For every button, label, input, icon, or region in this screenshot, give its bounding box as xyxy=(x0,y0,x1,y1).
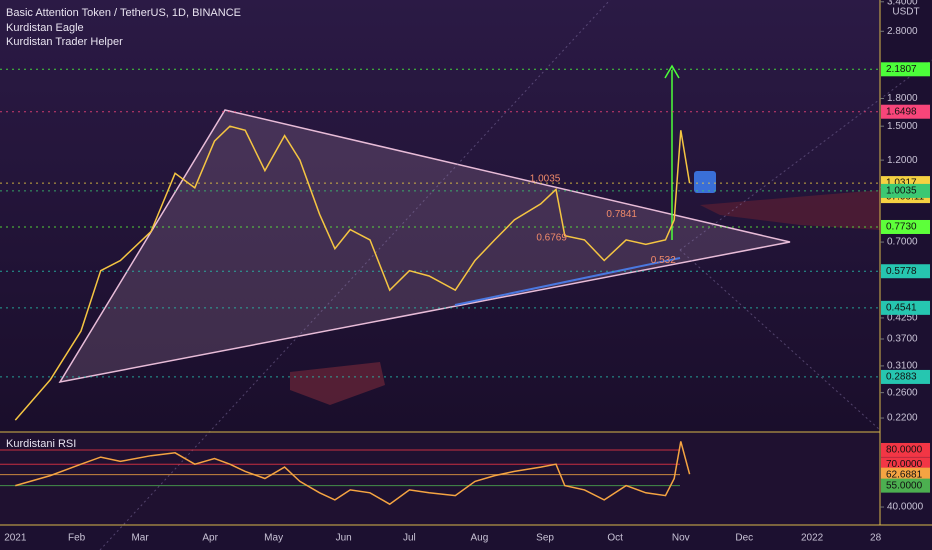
arrow-head xyxy=(664,64,680,79)
rsi-level-label: 55.0000 xyxy=(886,480,923,491)
x-tick-label: Jun xyxy=(336,533,352,544)
price-label: 2.1807 xyxy=(886,64,917,75)
x-tick-label: 2022 xyxy=(801,533,824,544)
annotation: 0.532 xyxy=(651,255,676,266)
price-label-box xyxy=(881,369,930,384)
price-label: 0.2883 xyxy=(886,372,917,383)
price-line-series xyxy=(14,125,691,421)
marker-icon xyxy=(694,171,716,193)
price-label-box xyxy=(881,183,930,198)
y-tick-label: 0.3100 xyxy=(887,361,918,372)
y-tick-label: 0.4250 xyxy=(887,313,918,324)
price-label: 0.7730 xyxy=(886,222,917,233)
cloud xyxy=(700,190,880,230)
price-label: 1.0035 xyxy=(886,186,917,197)
chart-title: Basic Attention Token / TetherUS, 1D, BI… xyxy=(6,7,241,19)
x-tick-label: 28 xyxy=(870,533,882,544)
y-tick-label: 0.7000 xyxy=(887,237,918,248)
rsi-title: Kurdistani RSI xyxy=(6,438,76,450)
y-tick-label: 1.5000 xyxy=(887,121,918,132)
indicator-name: Kurdistan Trader Helper xyxy=(6,36,123,48)
trend-line xyxy=(454,257,681,306)
rsi-label-box xyxy=(881,478,930,493)
triangle-pattern xyxy=(58,109,791,384)
x-tick-label: Feb xyxy=(68,533,86,544)
x-tick-label: Aug xyxy=(471,533,489,544)
price-line-series xyxy=(15,441,691,506)
x-tick-label: Oct xyxy=(607,533,623,544)
y-tick-label: 0.3700 xyxy=(887,334,918,345)
price-label: 0.4541 xyxy=(886,303,917,314)
rsi-level-label: 80.0000 xyxy=(886,445,923,456)
x-tick-label: Mar xyxy=(131,533,149,544)
annotation: 1.0035 xyxy=(530,174,561,185)
rsi-panel xyxy=(0,432,880,525)
x-tick-label: Apr xyxy=(202,533,218,544)
y-tick-label: 40.0000 xyxy=(887,502,924,513)
x-tick-label: Dec xyxy=(735,533,753,544)
x-tick-label: Jul xyxy=(403,533,416,544)
x-tick-label: Nov xyxy=(672,533,690,544)
rsi-level-label: 70.0000 xyxy=(886,459,923,470)
x-tick-label: 2021 xyxy=(4,533,27,544)
price-label-box xyxy=(881,62,930,77)
price-label-box xyxy=(881,104,930,119)
x-tick-label: Sep xyxy=(536,533,554,544)
y-tick-label: 1.8000 xyxy=(887,93,918,104)
y-tick-label: 0.2600 xyxy=(887,387,918,398)
price-label: 0.5778 xyxy=(886,266,917,277)
rsi-label-box xyxy=(881,467,930,482)
price-label: 1.6498 xyxy=(886,106,917,117)
y-tick-label: 1.2000 xyxy=(887,155,918,166)
price-label-box xyxy=(881,219,930,234)
annotation: 0.7841 xyxy=(606,209,637,220)
annotation: 0.6769 xyxy=(536,232,567,243)
y-tick-label: 0.2200 xyxy=(887,413,918,424)
y-tick-label: 3.4000 xyxy=(887,0,918,7)
price-label-box xyxy=(881,300,930,315)
x-tick-label: May xyxy=(264,533,283,544)
y-tick-label: 2.8000 xyxy=(887,26,918,37)
rsi-level-label: 62.6881 xyxy=(886,469,923,480)
rsi-label-box xyxy=(881,442,930,457)
cloud xyxy=(290,362,385,405)
currency: USDT xyxy=(892,7,919,18)
indicator-name: Kurdistan Eagle xyxy=(6,22,84,34)
price-label: 1.0317 xyxy=(886,178,917,189)
price-label-box xyxy=(881,264,930,279)
